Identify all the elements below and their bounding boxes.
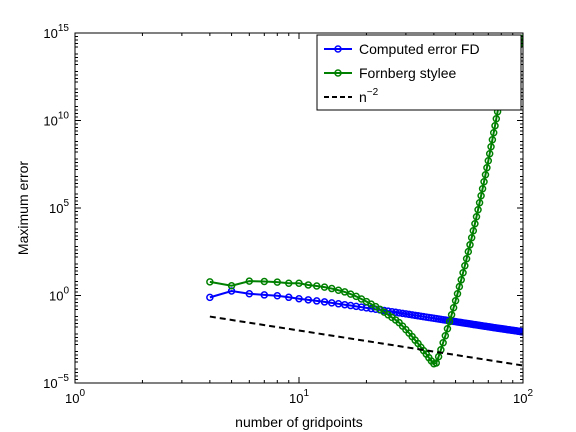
series-0-point (295, 294, 303, 303)
y-tick-label: 105 (49, 198, 69, 216)
legend-label-computed-error-fd: Computed error FD (359, 41, 480, 57)
series-1-point (459, 268, 467, 277)
series-0-point (327, 299, 336, 307)
series-0-point (206, 293, 214, 302)
series-1-point (487, 143, 495, 151)
series-2-line (209, 315, 523, 367)
series-1-point (312, 282, 321, 290)
series-1-point (484, 157, 493, 165)
series-1-point (451, 297, 460, 305)
series-1-point (245, 277, 254, 285)
series-0-point (285, 293, 293, 302)
series-0-point (320, 298, 329, 306)
series-0-point (395, 309, 403, 317)
series-1-point (455, 282, 464, 291)
legend-label-fornberg-stylee: Fornberg stylee (359, 65, 456, 81)
series-1-point (449, 303, 458, 312)
series-0-point (273, 291, 282, 300)
y-tick-base: 10 (49, 289, 63, 304)
series-1-point (439, 338, 447, 347)
x-tick-label: 100 (65, 388, 85, 406)
series-1-point (471, 219, 479, 228)
x-tick-label: 101 (289, 388, 309, 406)
series-0-point (245, 289, 254, 298)
legend: Computed error FD Fornberg stylee n−2 (316, 34, 522, 111)
series-1-point (227, 282, 236, 290)
x-tick-base: 10 (513, 391, 527, 406)
series-1-point (461, 262, 469, 270)
series-1-point (260, 277, 269, 286)
series-1-point (492, 114, 501, 123)
y-tick-exp: 0 (63, 286, 69, 297)
series-1-point (327, 284, 336, 293)
series-1-point (491, 122, 499, 130)
y-tick-base: 10 (43, 376, 57, 391)
series-1-point (445, 317, 454, 326)
series-0-point (357, 303, 366, 311)
y-tick-exp: 10 (58, 111, 70, 122)
series-1-point (469, 227, 478, 235)
series-1-point (489, 128, 498, 137)
series-0-point (304, 296, 313, 304)
legend-label-n-2: n−2 (359, 87, 379, 105)
series-1-point (464, 247, 473, 256)
series-1-point (441, 332, 450, 340)
series-1-point (462, 254, 471, 263)
series-1-point (304, 281, 313, 289)
y-tick-base: 10 (49, 201, 63, 216)
series-1-point (443, 324, 452, 333)
series-1-point (467, 233, 476, 242)
series-1-point (320, 283, 329, 291)
series-1-point (483, 163, 491, 172)
x-axis-label: number of gridpoints (235, 414, 363, 430)
x-tick-exp: 0 (79, 388, 85, 399)
x-tick-exp: 1 (303, 388, 309, 399)
y-tick-exp: −5 (58, 373, 70, 384)
series-1-point (480, 178, 488, 186)
legend-label-n-2-exp: −2 (367, 87, 379, 98)
series-1-point (285, 279, 293, 288)
series-1-point (472, 213, 481, 221)
y-tick-label: 100 (49, 286, 69, 304)
series-1-point (485, 149, 494, 158)
series-1-point (457, 276, 465, 284)
legend-label-n-2-base: n (359, 89, 367, 105)
series-1-point (477, 192, 485, 200)
series-0-point (312, 297, 321, 305)
legend-marker-computed-error-fd (334, 45, 342, 53)
x-tick-base: 10 (289, 391, 303, 406)
series-1-point (434, 352, 443, 361)
y-axis-label: Maximum error (15, 161, 31, 255)
y-tick-label: 1010 (43, 111, 69, 129)
x-tick-label: 102 (513, 388, 533, 406)
series-0-point (260, 291, 269, 299)
series-1-point (447, 311, 456, 319)
x-tick-exp: 2 (527, 388, 533, 399)
legend-marker-fornberg-stylee (334, 69, 342, 77)
x-tick-base: 10 (65, 391, 79, 406)
series-1-point (206, 278, 214, 286)
y-tick-label: 10−5 (43, 373, 69, 391)
series-0-point (519, 328, 523, 336)
series-1-point (453, 289, 462, 298)
series-1-point (273, 278, 282, 286)
series-1-point (295, 279, 303, 288)
y-tick-base: 10 (43, 26, 57, 41)
series-1-point (432, 359, 441, 367)
series-1-point (475, 198, 484, 207)
series-1-point (466, 241, 474, 249)
series-1-point (478, 184, 487, 193)
y-tick-exp: 5 (63, 198, 69, 209)
y-tick-label: 1015 (43, 23, 69, 41)
series-1-point (488, 136, 497, 144)
y-tick-exp: 15 (58, 23, 70, 34)
y-tick-base: 10 (43, 114, 57, 129)
series-1-point (481, 171, 490, 179)
series-1-point (474, 206, 482, 214)
series-0-point (391, 308, 400, 317)
